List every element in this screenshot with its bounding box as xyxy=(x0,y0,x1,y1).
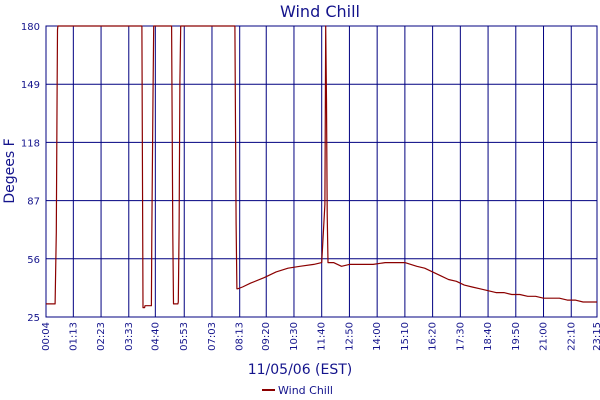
legend-label: Wind Chill xyxy=(278,384,333,397)
x-tick-label: 15:10 xyxy=(400,322,411,351)
plot-frame xyxy=(45,25,598,318)
x-tick-label: 22:10 xyxy=(566,322,577,351)
x-tick-label: 16:20 xyxy=(428,322,439,351)
y-tick-label: 180 xyxy=(21,22,40,33)
y-tick-label: 56 xyxy=(27,255,40,266)
series-line-wind-chill xyxy=(46,25,597,309)
x-tick-label: 17:30 xyxy=(455,322,466,351)
x-gridlines xyxy=(45,26,598,317)
x-tick-label: 14:00 xyxy=(372,322,383,351)
x-tick-label: 21:00 xyxy=(539,322,550,351)
x-tick-label: 07:03 xyxy=(207,322,218,351)
x-tick-label: 19:50 xyxy=(511,322,522,351)
x-tick-label: 01:13 xyxy=(68,322,79,351)
x-tick-label: 05:53 xyxy=(179,322,190,351)
x-tick-label: 12:50 xyxy=(344,322,355,351)
x-axis-label: 11/05/06 (EST) xyxy=(248,362,353,378)
y-tick-label: 149 xyxy=(21,80,40,91)
series-layer xyxy=(46,25,597,309)
x-tick-label: 08:13 xyxy=(235,322,246,351)
y-tick-label: 118 xyxy=(21,138,40,149)
legend: Wind Chill xyxy=(262,384,333,397)
x-tick-label: 02:23 xyxy=(96,322,107,351)
x-tick-label: 09:20 xyxy=(261,322,272,351)
x-tick-label: 03:33 xyxy=(124,322,135,351)
x-tick-label: 10:30 xyxy=(289,322,300,351)
x-axis-ticks: 00:04 01:13 02:23 03:33 04:40 05:53 07:03 08:13… xyxy=(41,322,600,351)
y-axis-label: Degees F xyxy=(2,138,18,203)
y-axis-ticks: 25 56 87 118 149 180 xyxy=(21,22,40,324)
chart-title: Wind Chill xyxy=(280,2,360,21)
x-tick-label: 04:40 xyxy=(150,322,161,351)
x-tick-label: 00:04 xyxy=(41,322,52,351)
x-tick-label: 23:15 xyxy=(592,322,600,351)
y-tick-label: 87 xyxy=(27,197,40,208)
y-tick-label: 25 xyxy=(27,313,40,324)
x-tick-label: 18:40 xyxy=(483,322,494,351)
x-tick-label: 11:40 xyxy=(317,322,328,351)
